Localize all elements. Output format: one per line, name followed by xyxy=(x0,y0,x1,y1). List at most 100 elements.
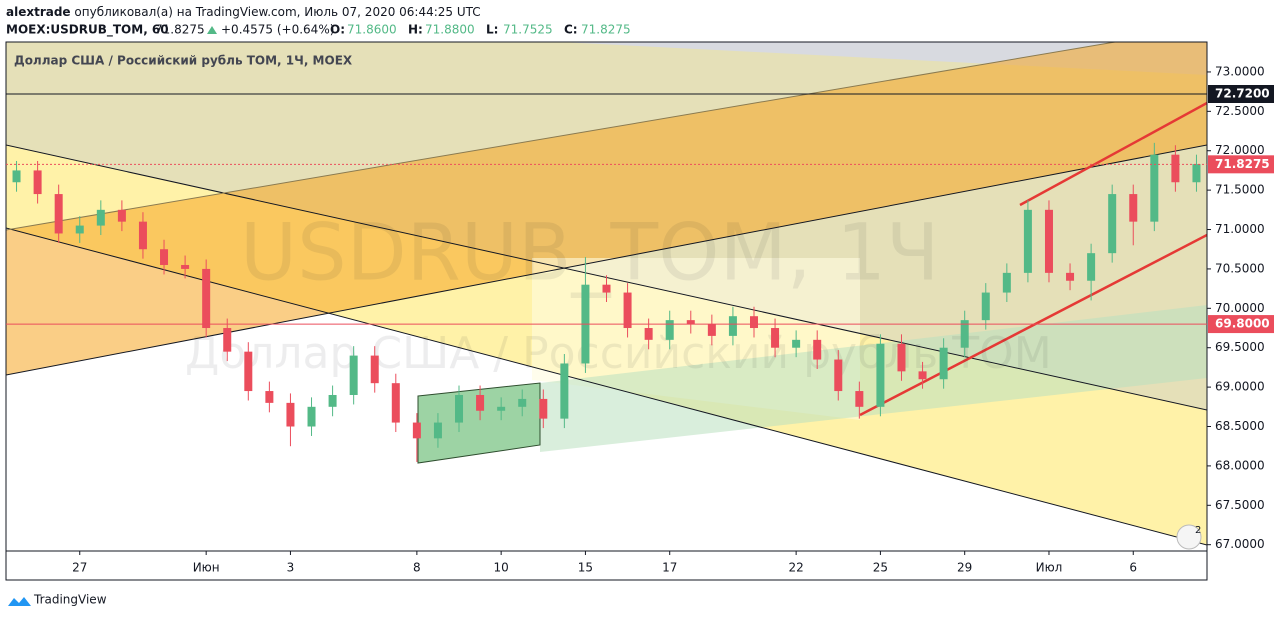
candle-body xyxy=(813,339,822,360)
candle-body xyxy=(686,320,695,325)
legend-line: MOEX:USDRUB_TOM, 60 71.8275 +0.4575 (+0.… xyxy=(6,23,631,38)
candle-body xyxy=(455,394,464,423)
candle-body xyxy=(897,343,906,372)
x-tick-label: Июл xyxy=(1036,561,1063,575)
ohlc-label: C: xyxy=(564,23,578,37)
y-tick-label: 72.5000 xyxy=(1215,104,1265,118)
price-label-bg xyxy=(1208,315,1274,334)
x-tick-label: 22 xyxy=(788,561,803,575)
ohlc-value: 71.8800 xyxy=(425,23,475,37)
candle-body xyxy=(1108,194,1117,254)
y-tick-label: 68.0000 xyxy=(1215,458,1265,472)
orange-channel xyxy=(6,42,1207,375)
ohlc-label: H: xyxy=(408,23,423,37)
candle-body xyxy=(117,209,126,222)
candle-body xyxy=(644,328,653,340)
candle-body xyxy=(75,225,84,234)
up-arrow xyxy=(207,26,217,34)
candle-body xyxy=(960,320,969,348)
x-tick-label: Июн xyxy=(193,561,220,575)
candle-body xyxy=(1150,154,1159,222)
candle-body xyxy=(707,324,716,336)
brand: TradingView xyxy=(33,593,107,607)
change: +0.4575 (+0.64%) xyxy=(221,23,334,37)
price-label: 71.8275 xyxy=(1215,157,1270,171)
author: alextrade xyxy=(6,5,71,19)
candle-body xyxy=(160,249,169,265)
candle-body xyxy=(602,284,611,293)
candle-body xyxy=(33,170,42,195)
candle-body xyxy=(412,422,421,439)
candle-body xyxy=(202,268,211,329)
candle-body xyxy=(96,209,105,226)
last-price: 71.8275 xyxy=(155,23,205,37)
price-label: 69.8000 xyxy=(1215,317,1270,331)
red-trend-line xyxy=(1019,101,1207,207)
candle-body xyxy=(981,292,990,321)
red-trend-line xyxy=(859,233,1207,417)
ohlc-label: L: xyxy=(486,23,498,37)
y-tick-label: 69.0000 xyxy=(1215,380,1265,394)
candle-body xyxy=(181,264,190,269)
x-tick-label: 10 xyxy=(494,561,509,575)
candle-body xyxy=(855,391,864,407)
ohlc-label: O: xyxy=(330,23,345,37)
x-tick-label: 15 xyxy=(578,561,593,575)
badge: 2 xyxy=(1195,525,1201,536)
ohlc-value: 71.7525 xyxy=(503,23,553,37)
x-tick-label: 29 xyxy=(957,561,972,575)
candle-body xyxy=(1192,164,1201,183)
candle-body xyxy=(665,320,674,340)
watermark: Доллар США / Российский рубль ТОМ xyxy=(185,328,1052,379)
symbol: MOEX:USDRUB_TOM, 60 xyxy=(6,23,169,38)
x-tick-label: 6 xyxy=(1129,561,1137,575)
candle-body xyxy=(349,355,358,395)
y-tick-label: 71.5000 xyxy=(1215,183,1265,197)
candle-body xyxy=(54,194,63,234)
candle-body xyxy=(476,394,485,411)
x-tick-label: 8 xyxy=(413,561,421,575)
candle-body xyxy=(1087,253,1096,281)
candle-body xyxy=(1066,272,1075,281)
trend-line xyxy=(6,42,1116,231)
logo xyxy=(8,597,31,606)
ohlc-value: 71.8275 xyxy=(581,23,631,37)
chart-title: Доллар США / Российский рубль ТОМ, 1Ч, M… xyxy=(14,54,353,68)
green-extension xyxy=(540,305,1207,452)
candle-body xyxy=(391,383,400,423)
candle-body xyxy=(792,339,801,348)
candle-body xyxy=(749,316,758,329)
y-tick-label: 67.0000 xyxy=(1215,537,1265,551)
candle-body xyxy=(518,398,527,407)
y-tick-label: 71.0000 xyxy=(1215,222,1265,236)
candle-body xyxy=(138,221,147,250)
plot-frame xyxy=(5,41,1208,581)
price-label-bg xyxy=(1208,85,1274,104)
candle-body xyxy=(433,422,442,439)
candle-body xyxy=(623,292,632,329)
ohlc-value: 71.8600 xyxy=(347,23,397,37)
candle-body xyxy=(539,398,548,419)
price-label-bg xyxy=(1208,155,1274,174)
ohlc-legend: O: 71.8600 H: 71.8800 L: 71.7525 C: 71.8275 xyxy=(330,23,631,37)
candle-body xyxy=(728,316,737,336)
candle-body xyxy=(370,355,379,384)
candle-body xyxy=(223,328,232,352)
candle-body xyxy=(244,351,253,392)
candle-body xyxy=(1129,194,1138,222)
y-tick-label: 73.0000 xyxy=(1215,64,1265,78)
candle-body xyxy=(12,170,21,183)
badge-icon xyxy=(1176,524,1202,550)
candle-body xyxy=(497,406,506,411)
x-tick-label: 27 xyxy=(72,561,87,575)
x-tick-label: 25 xyxy=(873,561,888,575)
header-line: alextrade опубликовал(а) на TradingView.… xyxy=(6,5,481,19)
green-channel xyxy=(417,382,541,464)
candle-body xyxy=(918,371,927,380)
y-tick-label: 69.5000 xyxy=(1215,340,1265,354)
candle-body xyxy=(286,402,295,427)
y-tick-label: 67.5000 xyxy=(1215,498,1265,512)
price-label: 72.7200 xyxy=(1215,87,1270,101)
y-tick-label: 70.0000 xyxy=(1215,301,1265,315)
x-tick-label: 17 xyxy=(662,561,677,575)
